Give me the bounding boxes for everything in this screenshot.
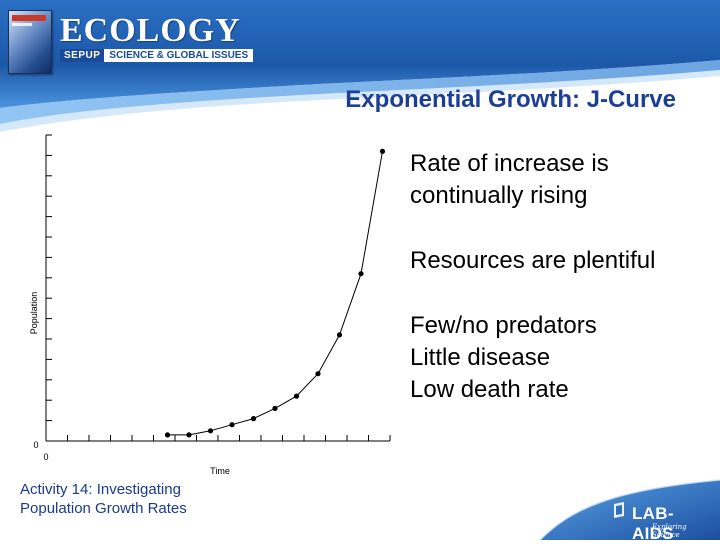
- bullet-death-rate: Low death rate: [410, 376, 569, 403]
- bullet-rate-of-increase: Rate of increase is continually rising: [410, 150, 609, 209]
- bullet-predators: Few/no predators: [410, 312, 597, 339]
- book-cover-thumbnail: [8, 10, 52, 74]
- logo-sepup: SEPUP: [60, 48, 105, 62]
- data-point: [336, 332, 343, 338]
- slide-header: ECOLOGY SEPUP SCIENCE & GLOBAL ISSUES: [0, 0, 720, 135]
- activity-caption: Activity 14: Investigating Population Gr…: [20, 480, 187, 518]
- header-swoosh: [0, 0, 720, 132]
- y-axis-label: Population: [29, 292, 39, 335]
- logo-subtitle-text: SCIENCE & GLOBAL ISSUES: [104, 48, 254, 62]
- lab-aids-tagline: Exploring Science: [652, 523, 687, 539]
- data-point: [250, 416, 257, 422]
- data-point: [207, 428, 214, 434]
- series-points: [164, 148, 386, 438]
- lab-aids-name: LAB-AIDS: [632, 504, 674, 543]
- origin-label-x: 0: [43, 452, 48, 462]
- activity-line-1: Activity 14: Investigating: [20, 481, 181, 498]
- origin-label: 0: [33, 440, 38, 450]
- data-point: [358, 271, 364, 277]
- bullet-resources: Resources are plentiful: [410, 247, 656, 274]
- data-point: [315, 371, 321, 377]
- data-point: [293, 393, 300, 399]
- bullet-list: Rate of increase is continually rising R…: [410, 148, 710, 406]
- lab-aids-logo: LAB-AIDS Exploring Science: [612, 500, 712, 543]
- x-axis-label: Time: [210, 466, 230, 476]
- data-point: [186, 432, 192, 438]
- lab-aids-icon: [614, 502, 624, 518]
- j-curve-chart: Population Time 0 0: [29, 134, 391, 476]
- slide-title: Exponential Growth: J-Curve: [345, 86, 676, 113]
- activity-line-2: Population Growth Rates: [20, 500, 187, 517]
- data-point: [164, 432, 171, 438]
- series-line: [167, 151, 383, 436]
- data-point: [272, 405, 278, 411]
- data-point: [229, 422, 235, 428]
- data-point: [379, 148, 386, 154]
- footer-swoosh: [539, 479, 720, 540]
- logo-subtitle: SEPUP SCIENCE & GLOBAL ISSUES: [60, 48, 254, 62]
- chart-ticks: [46, 134, 391, 441]
- bullet-disease: Little disease: [410, 344, 551, 371]
- chart-axes: [45, 135, 390, 442]
- logo-title: ECOLOGY: [60, 12, 241, 49]
